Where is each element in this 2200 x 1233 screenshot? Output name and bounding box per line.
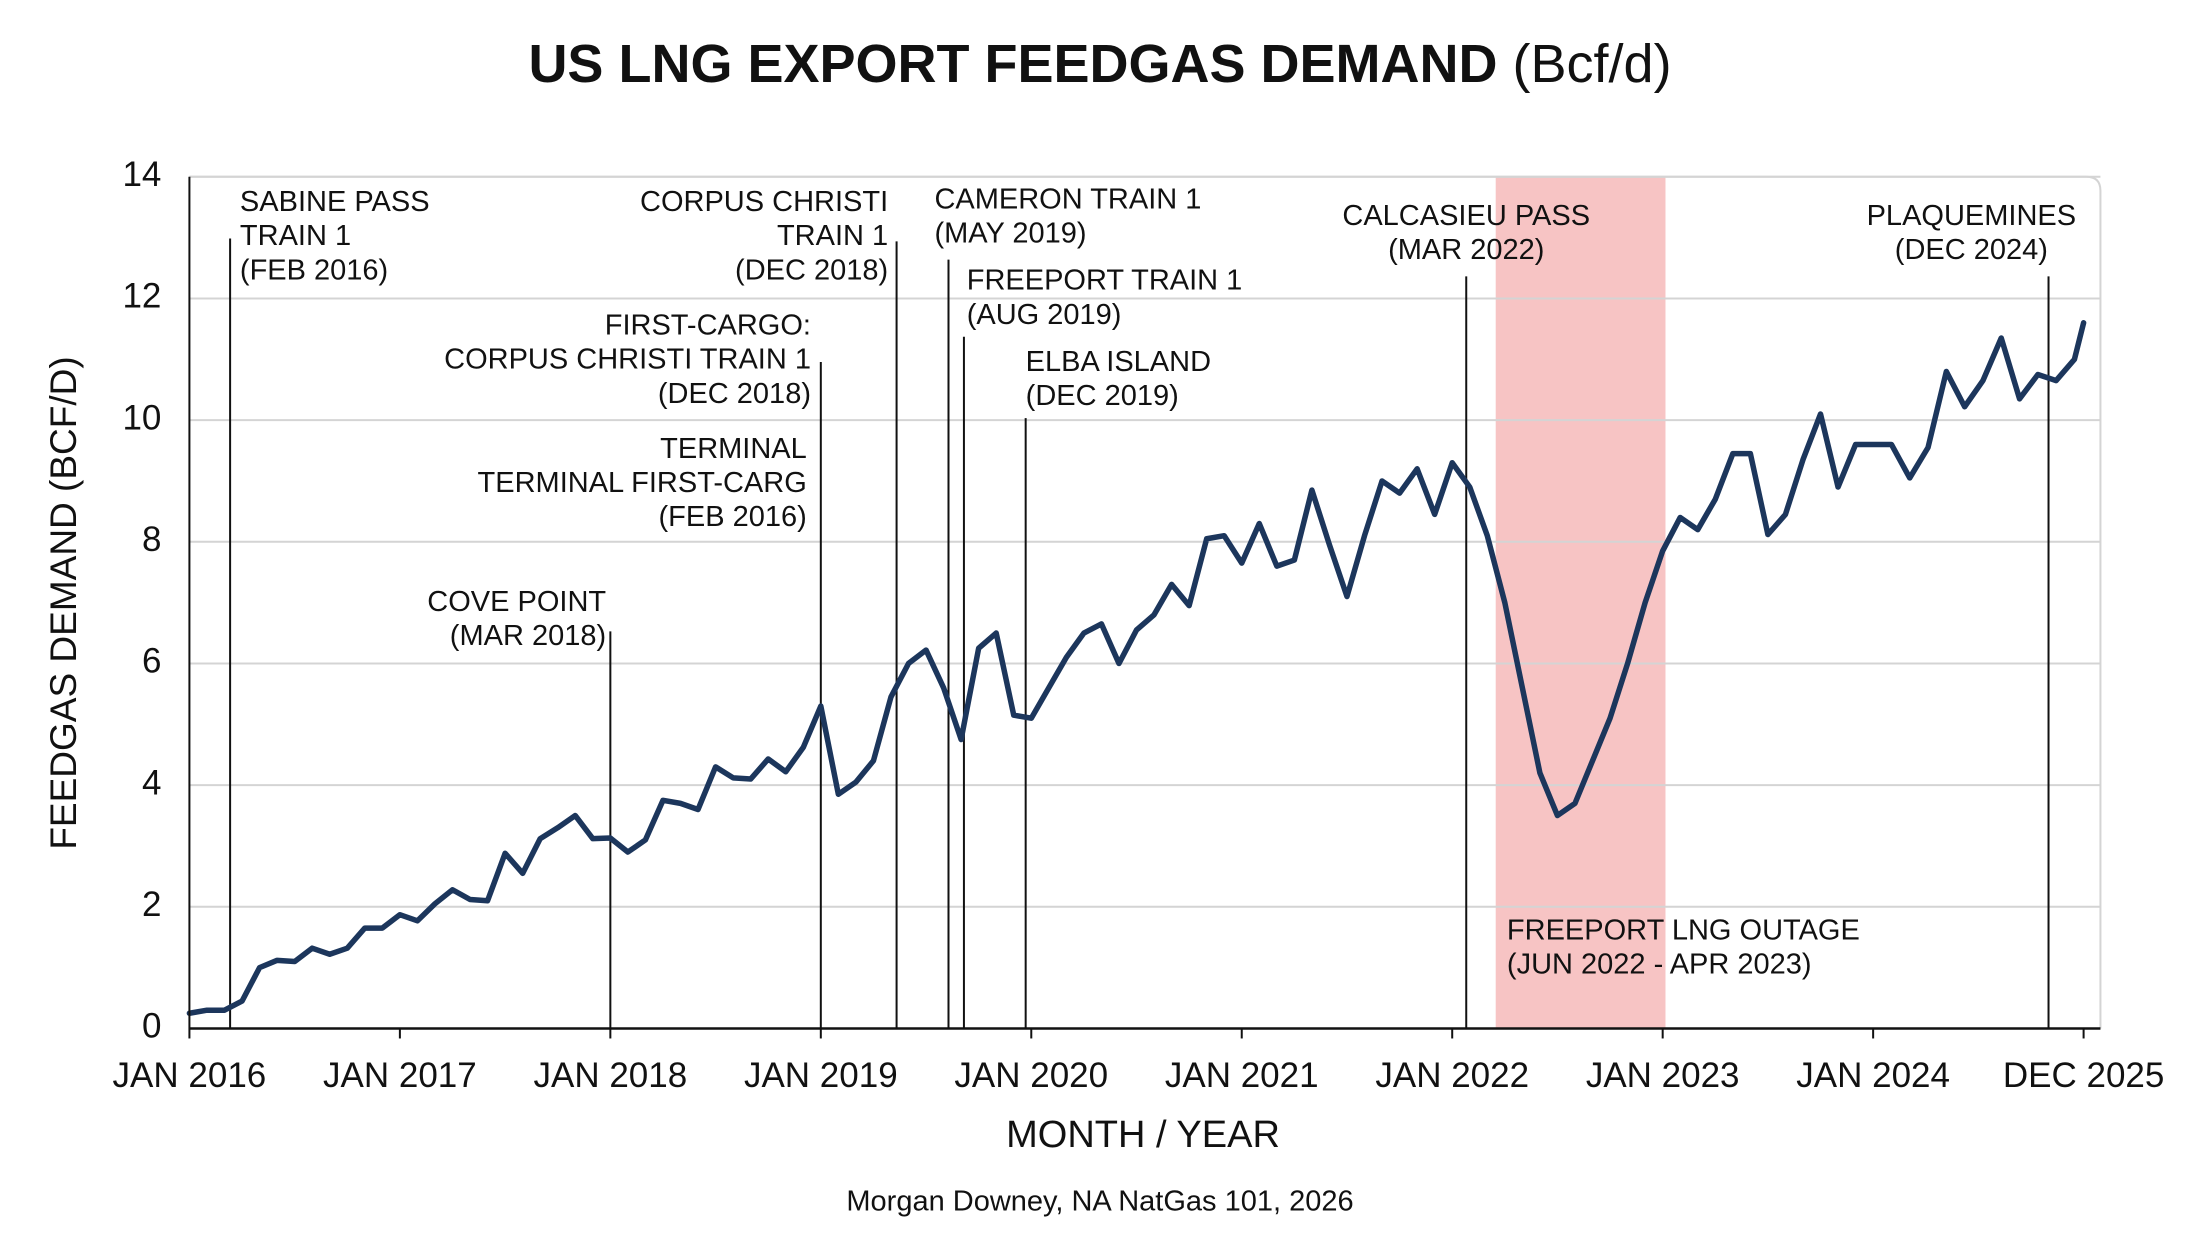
line-layer	[186, 320, 2087, 1017]
annotation-text: (FEB 2016)	[658, 501, 806, 533]
title-unit: (Bcf/d)	[1513, 34, 1672, 94]
annotation-text: FIRST-CARGO:	[605, 310, 811, 342]
x-tick-label: JAN 2017	[323, 1056, 477, 1095]
x-tick-label: DEC 2025	[2003, 1056, 2164, 1095]
annotation-text: CALCASIEU PASS	[1342, 200, 1590, 232]
axis-layer: 0 2 4 6 8 10 12 14 JAN 2016 JAN 2017 JAN 2018 JAN 2…	[113, 155, 2165, 1095]
x-tick-label: JAN 2018	[533, 1056, 687, 1095]
x-tick-label: JAN 2020	[954, 1056, 1108, 1095]
annotation-text: CORPUS CHRISTI	[640, 186, 888, 218]
y-axis-label: FEEDGAS DEMAND (BCF/D)	[43, 356, 84, 849]
annotation-text: (DEC 2019)	[1026, 380, 1179, 412]
demand-line	[186, 320, 2087, 1017]
annotation-text: (DEC 2018)	[735, 254, 888, 286]
annotation-text: TRAIN 1	[777, 220, 888, 252]
x-tick-label: JAN 2019	[744, 1056, 898, 1095]
chart-title: US LNG EXPORT FEEDGAS DEMAND (Bcf/d)	[528, 34, 1671, 94]
y-tick-label: 6	[142, 642, 161, 681]
annotation-text: SABINE PASS	[240, 186, 430, 218]
y-tick-label: 12	[122, 277, 161, 316]
title-main: US LNG EXPORT FEEDGAS DEMAND	[528, 34, 1497, 94]
annotation-text: FREEPORT TRAIN 1	[967, 265, 1243, 297]
x-tick-label: JAN 2022	[1375, 1056, 1529, 1095]
y-tick-label: 8	[142, 520, 161, 559]
x-tick-label: JAN 2023	[1586, 1056, 1740, 1095]
annotation-text: (MAY 2019)	[934, 217, 1086, 249]
x-tick-label: JAN 2016	[113, 1056, 267, 1095]
y-tick-label: 4	[142, 763, 161, 802]
annotation-text: TERMINAL FIRST-CARG	[478, 467, 807, 499]
y-tick-label: 0	[142, 1007, 161, 1046]
annotation-text: (MAR 2018)	[450, 620, 606, 652]
band-layer	[1495, 176, 1666, 1029]
annotation-text: PLAQUEMINES	[1867, 200, 2077, 232]
source-note: Morgan Downey, NA NatGas 101, 2026	[846, 1186, 1353, 1218]
x-axis-label: MONTH / YEAR	[1006, 1114, 1280, 1156]
annotation-text: CORPUS CHRISTI TRAIN 1	[444, 344, 811, 376]
plot-frame	[189, 175, 2102, 1029]
annotation-text: TRAIN 1	[240, 220, 351, 252]
annotation-text: FREEPORT LNG OUTAGE	[1507, 914, 1860, 946]
annotation-text: CAMERON TRAIN 1	[934, 183, 1201, 215]
annotation-text: (MAR 2022)	[1388, 234, 1544, 266]
annotation-text: (AUG 2019)	[967, 299, 1122, 331]
outage-band	[1495, 176, 1666, 1029]
annotation-text: ELBA ISLAND	[1026, 346, 1211, 378]
annotation-text: (DEC 2024)	[1895, 234, 2048, 266]
annotation-text: (FEB 2016)	[240, 254, 388, 286]
annotation-text: TERMINAL	[660, 433, 807, 465]
y-tick-label: 2	[142, 885, 161, 924]
x-tick-label: JAN 2021	[1165, 1056, 1319, 1095]
annotation-text: COVE POINT	[427, 586, 606, 618]
x-tick-label: JAN 2024	[1796, 1056, 1950, 1095]
annotation-text: (DEC 2018)	[658, 378, 811, 410]
y-tick-label: 10	[122, 398, 161, 437]
grid-layer	[189, 175, 2102, 1030]
y-tick-label: 14	[122, 155, 161, 194]
annotation-text: (JUN 2022 - APR 2023)	[1507, 948, 1812, 980]
